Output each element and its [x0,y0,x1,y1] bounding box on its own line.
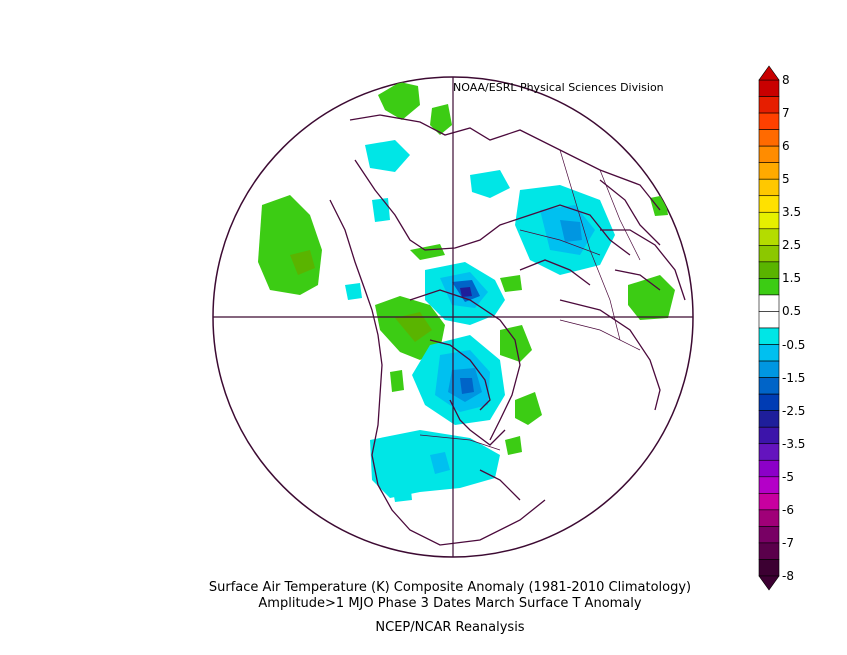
color-bar-tick-label: -1.5 [782,370,806,385]
color-bar-tick-label: -0.5 [782,337,806,352]
color-bar-swatch [758,261,780,279]
color-bar-swatch [758,278,780,296]
data-source: NCEP/NCAR Reanalysis [375,620,525,635]
color-bar-tick-label: 0.5 [782,304,802,319]
color-bar-swatch [758,443,780,461]
color-bar-min-arrow [758,575,780,591]
coastlines [329,114,686,546]
color-bar-swatch [758,195,780,213]
warm-anomaly-greenland-n [378,82,420,120]
color-bar-tick-label: 8 [782,73,790,87]
color-bar-tick-label: -8 [782,569,794,583]
color-bar-swatch [758,129,780,147]
color-bar-tick-label: 2.5 [782,238,802,253]
color-bar-tick-label: 1.5 [782,271,802,286]
color-bar-swatch [758,559,780,577]
color-bar-swatch [758,162,780,180]
color-bar-swatch [758,377,780,395]
color-bar-swatch [758,526,780,544]
color-bar-max-arrow [758,65,780,81]
color-bar-swatch [758,476,780,494]
color-bar-swatch [758,360,780,378]
color-bar-swatch [758,294,780,312]
color-bar-swatch [758,410,780,428]
color-bar [758,65,780,591]
color-bar-swatch [758,145,780,163]
color-bar-tick-label: 7 [782,106,790,121]
color-bar-swatch [758,509,780,527]
color-bar-swatch [758,228,780,246]
color-bar-tick-label: -5 [782,469,794,484]
color-bar-swatch [758,79,780,97]
color-bar-swatch [758,245,780,263]
color-bar-swatch [758,211,780,230]
color-bar-tick-label: -6 [782,502,794,517]
color-bar-tick-label: 3.5 [782,205,802,220]
color-bar-swatch [758,542,780,560]
color-bar-swatch [758,426,780,445]
color-bar-tick-label: 5 [782,172,790,187]
credit-label: NOAA/ESRL Physical Sciences Division [453,81,664,94]
color-bar-tick-label: 6 [782,139,790,154]
color-bar-swatch [758,344,780,362]
color-bar-tick-label: -2.5 [782,403,806,418]
color-bar-swatch [758,178,780,197]
figure-title: Surface Air Temperature (K) Composite An… [208,580,692,595]
color-bar-tick-label: -3.5 [782,436,806,451]
color-bar-swatch [758,393,780,411]
color-bar-swatch [758,493,780,511]
color-bar-swatch [758,327,780,345]
color-bar-swatch [758,459,780,478]
color-bar-tick-label: -7 [782,535,794,550]
figure-subtitle: Amplitude>1 MJO Phase 3 Dates March Surf… [258,596,642,611]
color-bar-swatch [758,112,780,130]
color-bar-swatch [758,96,780,114]
color-bar-swatch [758,311,780,329]
borders [419,149,641,451]
